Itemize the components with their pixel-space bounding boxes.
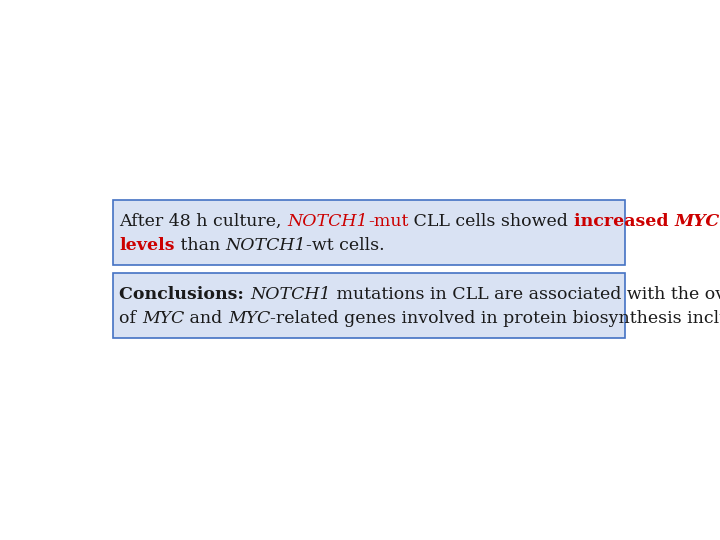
Text: NOTCH1: NOTCH1 bbox=[225, 237, 306, 254]
Text: -mut: -mut bbox=[368, 213, 408, 230]
Text: mutations in CLL are associated with the overexpression: mutations in CLL are associated with the… bbox=[330, 286, 720, 303]
Text: NOTCH1: NOTCH1 bbox=[287, 213, 368, 230]
Text: CLL cells showed: CLL cells showed bbox=[408, 213, 574, 230]
Text: MYC: MYC bbox=[228, 310, 270, 327]
Text: -related genes involved in protein biosynthesis including: -related genes involved in protein biosy… bbox=[270, 310, 720, 327]
FancyBboxPatch shape bbox=[113, 273, 625, 338]
Text: NOTCH1: NOTCH1 bbox=[251, 286, 330, 303]
Text: than: than bbox=[175, 237, 225, 254]
Text: of: of bbox=[120, 310, 142, 327]
Text: After 48 h culture,: After 48 h culture, bbox=[120, 213, 287, 230]
FancyBboxPatch shape bbox=[113, 200, 625, 265]
Text: increased: increased bbox=[574, 213, 674, 230]
Text: and: and bbox=[184, 310, 228, 327]
Text: -wt cells.: -wt cells. bbox=[306, 237, 384, 254]
Text: MYC: MYC bbox=[674, 213, 719, 230]
Text: MYC: MYC bbox=[142, 310, 184, 327]
Text: levels: levels bbox=[120, 237, 175, 254]
Text: Conclusions:: Conclusions: bbox=[120, 286, 251, 303]
